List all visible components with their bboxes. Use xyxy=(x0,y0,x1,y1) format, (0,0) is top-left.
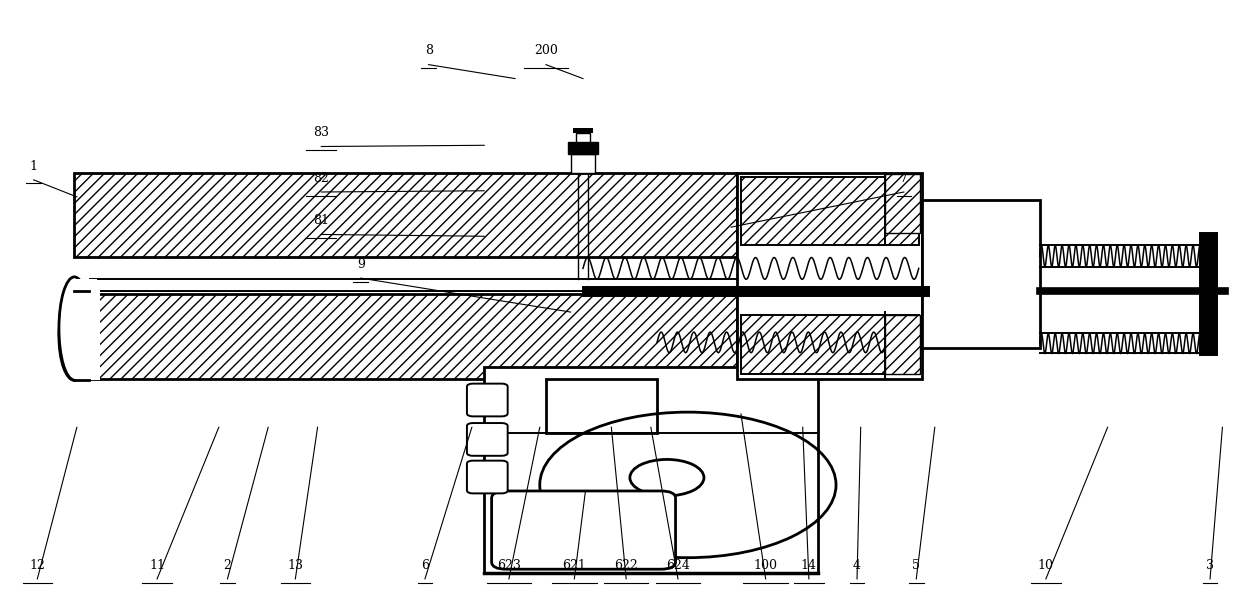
Text: 10: 10 xyxy=(1038,559,1054,572)
Text: 82: 82 xyxy=(314,172,329,185)
FancyBboxPatch shape xyxy=(491,491,676,569)
Text: 100: 100 xyxy=(754,559,777,572)
Bar xyxy=(575,133,590,142)
Text: 12: 12 xyxy=(30,559,46,572)
Text: 6: 6 xyxy=(420,559,429,572)
Text: 4: 4 xyxy=(853,559,861,572)
Text: 3: 3 xyxy=(1207,559,1214,572)
FancyBboxPatch shape xyxy=(467,423,507,456)
Bar xyxy=(583,286,929,296)
Text: 11: 11 xyxy=(149,559,165,572)
Text: 1: 1 xyxy=(30,160,37,173)
Bar xyxy=(546,379,657,433)
Bar xyxy=(742,315,919,374)
Text: 14: 14 xyxy=(801,559,817,572)
Bar xyxy=(742,177,919,245)
Text: 621: 621 xyxy=(563,559,587,572)
Bar xyxy=(484,367,817,573)
Text: 623: 623 xyxy=(497,559,521,572)
Text: 624: 624 xyxy=(666,559,689,572)
Bar xyxy=(76,290,100,380)
Bar xyxy=(923,200,1039,348)
Bar xyxy=(74,278,97,379)
Bar xyxy=(885,174,920,233)
Bar xyxy=(74,294,738,379)
Text: 622: 622 xyxy=(614,559,639,572)
Text: 5: 5 xyxy=(913,559,920,572)
Text: 200: 200 xyxy=(534,44,558,58)
Bar xyxy=(885,315,920,374)
Bar xyxy=(568,142,598,154)
Text: 83: 83 xyxy=(314,126,330,139)
Bar xyxy=(570,154,595,173)
FancyBboxPatch shape xyxy=(467,461,507,493)
Text: 13: 13 xyxy=(288,559,304,572)
Bar xyxy=(573,129,593,133)
Bar xyxy=(738,173,923,379)
Ellipse shape xyxy=(60,277,89,380)
Text: 8: 8 xyxy=(424,44,433,58)
Text: 9: 9 xyxy=(357,258,365,271)
Text: 81: 81 xyxy=(314,214,330,227)
FancyBboxPatch shape xyxy=(467,384,507,416)
Bar xyxy=(74,173,738,258)
Text: 2: 2 xyxy=(223,559,232,572)
Ellipse shape xyxy=(60,293,89,380)
Text: 7: 7 xyxy=(900,172,908,185)
Bar xyxy=(1200,233,1218,354)
